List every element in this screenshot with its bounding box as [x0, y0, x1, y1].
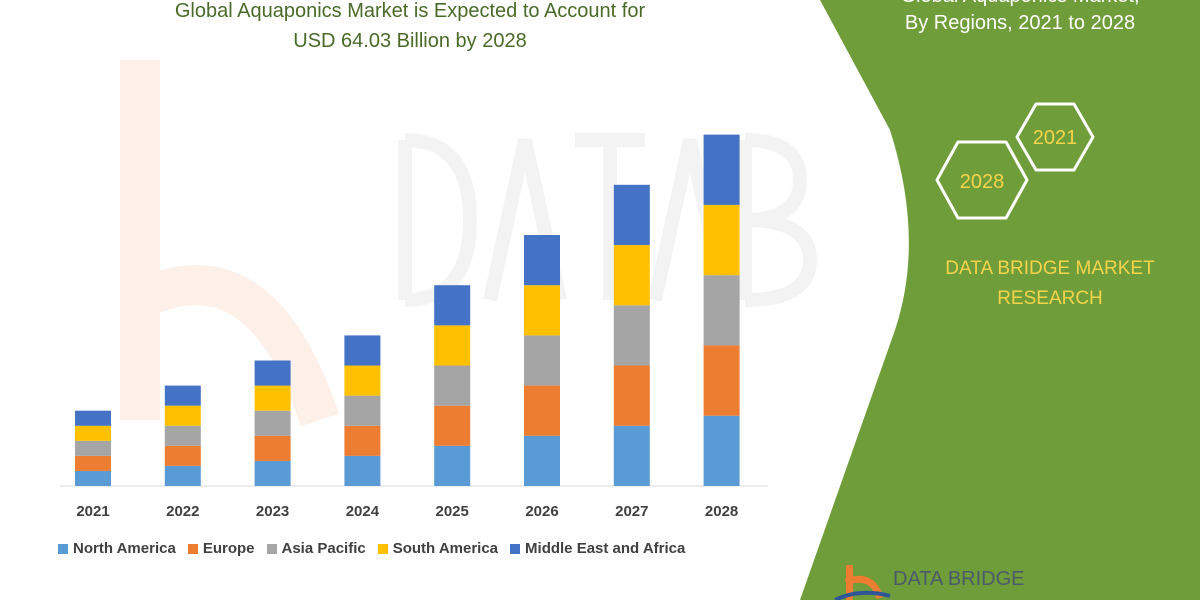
bar-2026-middle-east-and-africa [524, 235, 560, 286]
logo-text: DATA BRIDGE [893, 568, 1025, 590]
bar-2025-asia-pacific [434, 365, 471, 406]
bars [75, 134, 740, 486]
x-tick-label: 2024 [345, 503, 380, 520]
bar-2027-europe [613, 365, 650, 426]
x-tick-label: 2022 [166, 503, 200, 520]
x-tick-label: 2023 [255, 503, 290, 520]
legend-swatch [377, 543, 388, 554]
bar-2024-middle-east-and-africa [344, 335, 381, 366]
side-title: Global Aquaponics Market, By Regions, 20… [840, 0, 1200, 37]
x-tick-label: 2027 [615, 503, 649, 520]
bar-2028-south-america [703, 204, 740, 276]
legend-swatch [58, 543, 68, 554]
bar-2023-asia-pacific [254, 410, 291, 436]
side-title-line-1: Global Aquaponics Market, [840, 0, 1200, 10]
legend-item: Europe [187, 540, 255, 557]
legend-label: North America [73, 540, 176, 557]
bar-2024-asia-pacific [344, 395, 381, 426]
hexagon-2028 [935, 140, 1029, 220]
bar-2025-europe [434, 405, 471, 446]
bar-2023-south-america [254, 385, 291, 411]
bar-2028-europe [703, 345, 740, 416]
legend-item: Middle East and Africa [510, 540, 685, 557]
bar-2021-europe [75, 455, 111, 471]
bar-2021-north-america [75, 470, 111, 486]
legend-item: North America [58, 540, 176, 557]
title-line-2: USD 64.03 Billion by 2028 [293, 30, 527, 52]
title-line-1: Global Aquaponics Market is Expected to … [174, 0, 646, 22]
watermark [120, 60, 818, 427]
brand-text: DATA BRIDGE MARKET RESEARCH [900, 254, 1200, 314]
legend-label: Asia Pacific [281, 540, 366, 557]
bar-2026-asia-pacific [524, 335, 560, 386]
legend-swatch [187, 543, 198, 554]
logo-icon [834, 565, 891, 600]
bar-2028-middle-east-and-africa [703, 134, 740, 205]
bar-2023-north-america [254, 460, 291, 486]
bar-2026-europe [524, 385, 560, 436]
bar-2022-middle-east-and-africa [164, 385, 201, 406]
brand-line-1: DATA BRIDGE MARKET [945, 258, 1155, 279]
side-title-line-2: By Regions, 2021 to 2028 [904, 12, 1136, 34]
bar-2027-south-america [613, 245, 650, 306]
chart-title: Global Aquaponics Market is Expected to … [60, 0, 760, 56]
hexagon-2021 [1015, 102, 1095, 172]
legend-swatch [510, 543, 521, 554]
bar-2027-asia-pacific [613, 305, 650, 366]
legend: North America Europe Asia Pacific South Ame… [58, 540, 685, 557]
brand-line-2: RESEARCH [997, 288, 1103, 309]
bar-2027-middle-east-and-africa [613, 184, 650, 246]
bar-2021-asia-pacific [75, 440, 111, 456]
bar-2024-europe [344, 425, 381, 456]
legend-swatch [266, 543, 277, 554]
bar-2028-north-america [703, 415, 740, 486]
bar-2021-south-america [75, 425, 111, 441]
legend-item: South America [377, 540, 499, 557]
bar-2025-north-america [434, 445, 471, 486]
side-panel-shape [800, 0, 1200, 600]
x-tick-label: 2025 [435, 503, 469, 520]
bar-2024-north-america [344, 455, 381, 486]
x-tick-label: 2026 [525, 503, 559, 520]
bar-2022-asia-pacific [164, 425, 201, 446]
bar-2023-europe [254, 435, 291, 461]
bar-2021-middle-east-and-africa [75, 410, 111, 426]
x-tick-label: 2021 [76, 503, 110, 520]
legend-label: Europe [202, 540, 255, 557]
bar-2022-europe [164, 445, 201, 466]
bar-2024-south-america [344, 365, 381, 396]
bar-2025-south-america [434, 325, 471, 366]
legend-label: Middle East and Africa [525, 540, 686, 557]
legend-item: Asia Pacific [266, 540, 366, 557]
x-tick-label: 2028 [704, 503, 739, 520]
legend-label: South America [392, 540, 499, 557]
hexagon-year-2021: 2021 [1033, 127, 1078, 149]
bar-2022-south-america [164, 405, 201, 426]
bar-2023-middle-east-and-africa [254, 360, 291, 386]
bar-2028-asia-pacific [703, 275, 740, 346]
hexagon-year-2028: 2028 [960, 171, 1005, 193]
bar-2026-south-america [524, 285, 560, 336]
bar-2027-north-america [613, 425, 650, 486]
bar-2022-north-america [164, 465, 201, 486]
bar-2026-north-america [524, 435, 560, 486]
bar-2025-middle-east-and-africa [434, 285, 471, 326]
